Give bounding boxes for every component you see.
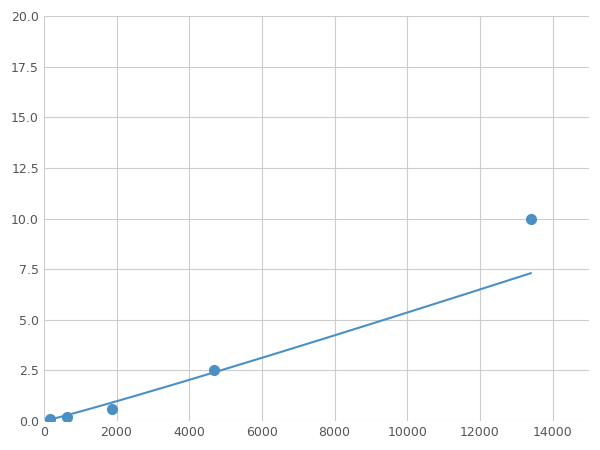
Point [45,415,55,423]
Point [209,367,219,374]
Point [62,414,71,421]
Point [107,405,117,413]
Point [526,215,536,222]
